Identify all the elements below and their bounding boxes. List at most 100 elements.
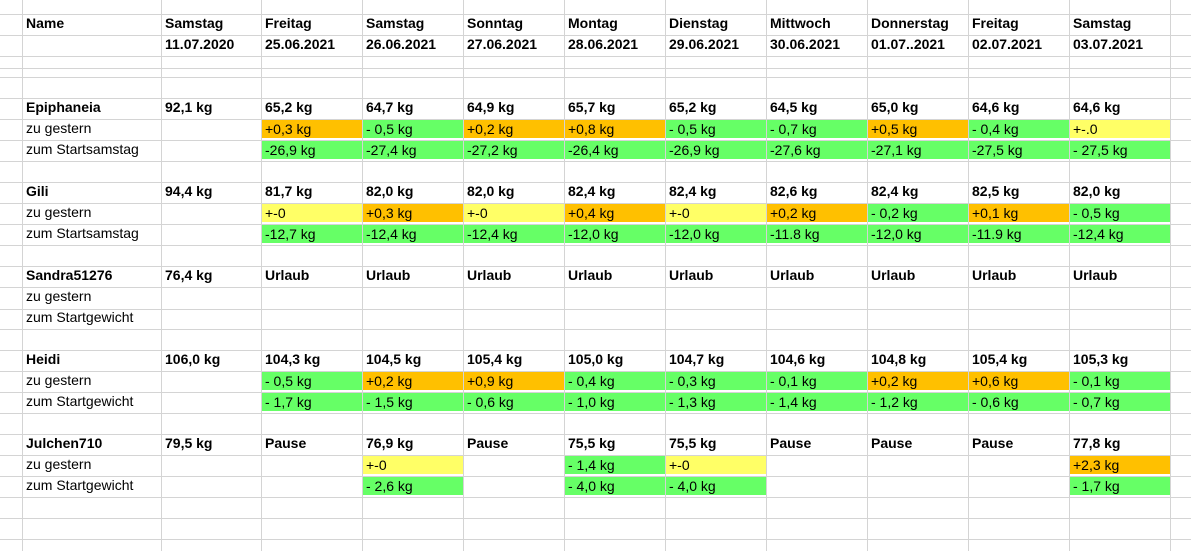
start-diff-cell[interactable]: - 27,5 kg bbox=[1070, 141, 1170, 159]
start-diff-cell[interactable]: -11.8 kg bbox=[767, 225, 867, 243]
weight-cell[interactable]: 105,4 kg bbox=[467, 351, 523, 367]
start-diff-cell[interactable]: - 1,0 kg bbox=[565, 393, 665, 411]
diff-cell[interactable]: - 0,2 kg bbox=[868, 204, 968, 222]
start-label-cell[interactable]: zum Startgewicht bbox=[26, 393, 134, 409]
start-diff-cell[interactable]: -27,2 kg bbox=[464, 141, 564, 159]
weight-cell[interactable]: Urlaub bbox=[972, 267, 1017, 283]
diff-label-cell[interactable]: zu gestern bbox=[26, 288, 92, 304]
diff-cell[interactable]: +0,2 kg bbox=[464, 120, 564, 138]
header-day-cell[interactable]: Sonntag bbox=[467, 15, 523, 31]
start-diff-cell[interactable]: - 2,6 kg bbox=[363, 477, 463, 495]
start-diff-cell[interactable]: -12,0 kg bbox=[565, 225, 665, 243]
start-diff-cell[interactable]: -26,9 kg bbox=[262, 141, 362, 159]
weight-cell[interactable]: 82,0 kg bbox=[467, 183, 515, 199]
diff-cell[interactable]: +0,6 kg bbox=[969, 372, 1069, 390]
start-diff-cell[interactable]: -27,6 kg bbox=[767, 141, 867, 159]
weight-cell[interactable]: 65,2 kg bbox=[265, 99, 313, 115]
weight-cell[interactable]: 104,8 kg bbox=[871, 351, 927, 367]
start-diff-cell[interactable]: -27,4 kg bbox=[363, 141, 463, 159]
weight-cell[interactable]: 82,4 kg bbox=[871, 183, 919, 199]
diff-cell[interactable]: - 0,4 kg bbox=[969, 120, 1069, 138]
start-diff-cell[interactable]: -12,0 kg bbox=[868, 225, 968, 243]
start-diff-cell[interactable]: -11.9 kg bbox=[969, 225, 1069, 243]
start-diff-cell[interactable]: -12,4 kg bbox=[363, 225, 463, 243]
weight-cell[interactable]: Urlaub bbox=[871, 267, 916, 283]
weight-cell[interactable]: 82,4 kg bbox=[669, 183, 717, 199]
header-day-cell[interactable]: Samstag bbox=[165, 15, 224, 31]
header-name-cell[interactable]: Name bbox=[26, 15, 65, 31]
weight-cell[interactable]: 77,8 kg bbox=[1073, 435, 1121, 451]
weight-cell[interactable]: Urlaub bbox=[669, 267, 714, 283]
header-date-cell[interactable]: 02.07.2021 bbox=[972, 36, 1043, 52]
weight-cell[interactable]: 65,2 kg bbox=[669, 99, 717, 115]
weight-cell[interactable]: 94,4 kg bbox=[165, 183, 213, 199]
weight-cell[interactable]: 82,5 kg bbox=[972, 183, 1020, 199]
weight-cell[interactable]: 65,0 kg bbox=[871, 99, 919, 115]
weight-cell[interactable]: Urlaub bbox=[1073, 267, 1118, 283]
diff-cell[interactable]: +0,3 kg bbox=[262, 120, 362, 138]
person-name-cell[interactable]: Epiphaneia bbox=[26, 99, 101, 115]
weight-cell[interactable]: 82,0 kg bbox=[366, 183, 414, 199]
diff-cell[interactable]: - 0,1 kg bbox=[767, 372, 867, 390]
header-date-cell[interactable]: 27.06.2021 bbox=[467, 36, 538, 52]
header-day-cell[interactable]: Montag bbox=[568, 15, 618, 31]
diff-label-cell[interactable]: zu gestern bbox=[26, 456, 92, 472]
diff-cell[interactable]: +-0 bbox=[262, 204, 362, 222]
diff-cell[interactable]: - 0,1 kg bbox=[1070, 372, 1170, 390]
header-date-cell[interactable]: 25.06.2021 bbox=[265, 36, 336, 52]
start-diff-cell[interactable]: - 1,3 kg bbox=[666, 393, 766, 411]
diff-cell[interactable]: +0,1 kg bbox=[969, 204, 1069, 222]
diff-cell[interactable]: +0,3 kg bbox=[363, 204, 463, 222]
start-diff-cell[interactable]: -12,4 kg bbox=[464, 225, 564, 243]
start-label-cell[interactable]: zum Startgewicht bbox=[26, 309, 134, 325]
weight-cell[interactable]: 105,3 kg bbox=[1073, 351, 1129, 367]
person-name-cell[interactable]: Sandra51276 bbox=[26, 267, 113, 283]
start-label-cell[interactable]: zum Startgewicht bbox=[26, 477, 134, 493]
diff-cell[interactable]: +-.0 bbox=[1070, 120, 1170, 138]
header-day-cell[interactable]: Donnerstag bbox=[871, 15, 949, 31]
weight-cell[interactable]: Pause bbox=[871, 435, 913, 451]
diff-cell[interactable]: +-0 bbox=[464, 204, 564, 222]
diff-cell[interactable]: +0,4 kg bbox=[565, 204, 665, 222]
start-diff-cell[interactable]: -12,7 kg bbox=[262, 225, 362, 243]
weight-cell[interactable]: 104,5 kg bbox=[366, 351, 422, 367]
start-diff-cell[interactable]: -12,4 kg bbox=[1070, 225, 1170, 243]
weight-cell[interactable]: 92,1 kg bbox=[165, 99, 213, 115]
weight-cell[interactable]: Urlaub bbox=[366, 267, 411, 283]
start-diff-cell[interactable]: -26,4 kg bbox=[565, 141, 665, 159]
person-name-cell[interactable]: Julchen710 bbox=[26, 435, 103, 451]
diff-cell[interactable]: - 0,7 kg bbox=[767, 120, 867, 138]
weight-cell[interactable]: 64,7 kg bbox=[366, 99, 414, 115]
weight-cell[interactable]: 82,6 kg bbox=[770, 183, 818, 199]
start-diff-cell[interactable]: -27,5 kg bbox=[969, 141, 1069, 159]
weight-cell[interactable]: 105,0 kg bbox=[568, 351, 624, 367]
weight-cell[interactable]: Pause bbox=[770, 435, 812, 451]
diff-cell[interactable]: +0,5 kg bbox=[868, 120, 968, 138]
start-diff-cell[interactable]: - 0,7 kg bbox=[1070, 393, 1170, 411]
diff-cell[interactable]: +0,9 kg bbox=[464, 372, 564, 390]
weight-cell[interactable]: Urlaub bbox=[467, 267, 512, 283]
diff-label-cell[interactable]: zu gestern bbox=[26, 204, 92, 220]
weight-cell[interactable]: 64,5 kg bbox=[770, 99, 818, 115]
diff-cell[interactable]: +-0 bbox=[666, 456, 766, 474]
diff-cell[interactable]: +0,2 kg bbox=[767, 204, 867, 222]
weight-cell[interactable]: 82,4 kg bbox=[568, 183, 616, 199]
diff-label-cell[interactable]: zu gestern bbox=[26, 120, 92, 136]
diff-cell[interactable]: +0,2 kg bbox=[363, 372, 463, 390]
weight-cell[interactable]: 64,6 kg bbox=[1073, 99, 1121, 115]
header-date-cell[interactable]: 11.07.2020 bbox=[165, 36, 235, 52]
weight-cell[interactable]: Pause bbox=[265, 435, 307, 451]
diff-cell[interactable]: - 0,3 kg bbox=[666, 372, 766, 390]
header-day-cell[interactable]: Freitag bbox=[265, 15, 312, 31]
start-diff-cell[interactable]: - 1,2 kg bbox=[868, 393, 968, 411]
weight-cell[interactable]: Urlaub bbox=[265, 267, 310, 283]
start-label-cell[interactable]: zum Startsamstag bbox=[26, 141, 139, 157]
diff-cell[interactable]: +2,3 kg bbox=[1070, 456, 1170, 474]
header-day-cell[interactable]: Samstag bbox=[1073, 15, 1132, 31]
header-date-cell[interactable]: 03.07.2021 bbox=[1073, 36, 1144, 52]
start-diff-cell[interactable]: - 0,6 kg bbox=[969, 393, 1069, 411]
weight-cell[interactable]: 75,5 kg bbox=[568, 435, 616, 451]
start-diff-cell[interactable]: - 1,7 kg bbox=[1070, 477, 1170, 495]
start-diff-cell[interactable]: -27,1 kg bbox=[868, 141, 968, 159]
